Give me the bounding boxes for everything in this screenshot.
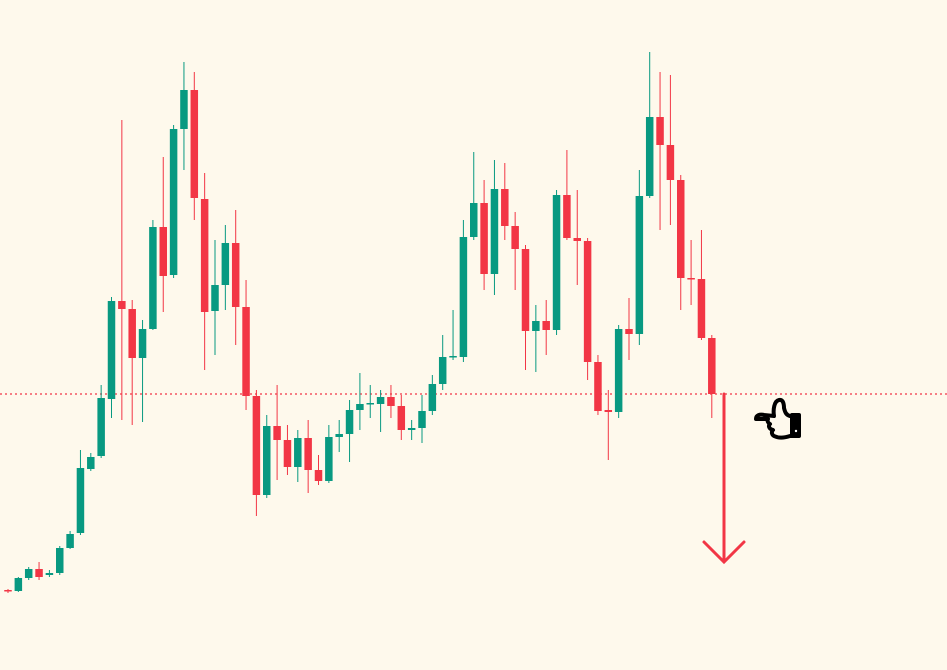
candle-body [273,426,281,440]
candle-body [656,117,664,145]
candle-body [583,241,592,362]
candle-body [314,470,323,481]
candle-body [118,301,126,309]
candle-body [345,410,354,434]
candle-body [14,578,23,591]
candle-body [428,384,437,411]
candle-body [614,329,623,412]
candle-body [635,196,644,334]
candle-body [159,227,167,276]
candle-body [325,437,333,481]
candle-body [169,129,178,275]
candle-body [397,406,406,430]
candle-body [532,321,540,331]
candle-body [697,279,706,338]
candle-body [666,145,675,180]
candle-body [438,357,447,384]
candle-body [677,180,685,278]
candle-body [283,440,292,467]
candle-body [376,397,385,404]
candle-body [563,195,571,238]
candle-body [35,569,43,577]
candle-body [470,203,478,237]
down-arrow [702,392,746,565]
candle-body [263,426,271,495]
candle-body [304,438,312,470]
candle-body [490,189,499,274]
candle-body [407,428,416,430]
candle-body [190,90,199,198]
plot-area [0,52,947,593]
candle-body [87,457,95,469]
candle-body [552,195,561,330]
candle-body [76,468,85,533]
candle-body [252,396,261,495]
candle-body [138,329,147,358]
candle-body [24,569,33,578]
candle-body [511,226,519,249]
candle-body [687,278,695,280]
candle-body [501,189,509,226]
candle-body [294,438,302,467]
candle-body [604,410,613,412]
candle-body [708,338,716,394]
candle-body [200,199,209,312]
candle-body [231,243,240,307]
candle-body [356,404,364,410]
candle-body [521,249,530,331]
candle-body [211,285,219,311]
candle-body [107,301,116,399]
candle-body [418,411,426,428]
hand-icon [754,397,801,440]
candle-body [480,203,488,274]
candle-body [573,238,581,241]
candle-body [4,590,12,592]
candle-body [366,403,374,405]
candle-body [45,573,54,575]
candle-body [542,321,550,330]
candle-body [221,243,230,285]
candle-body [97,398,105,456]
candle-body [387,397,395,406]
candle-body [335,434,343,437]
candle-body [149,227,157,329]
candle-body [594,362,602,411]
candle-body [459,237,468,357]
candle-body [449,356,457,358]
candle-body [56,548,64,573]
candle-body [645,117,654,196]
candle-body [66,534,74,548]
candle-body [625,329,633,334]
candle-body [128,309,136,358]
candle-body [242,307,250,396]
candle-body [180,90,188,129]
